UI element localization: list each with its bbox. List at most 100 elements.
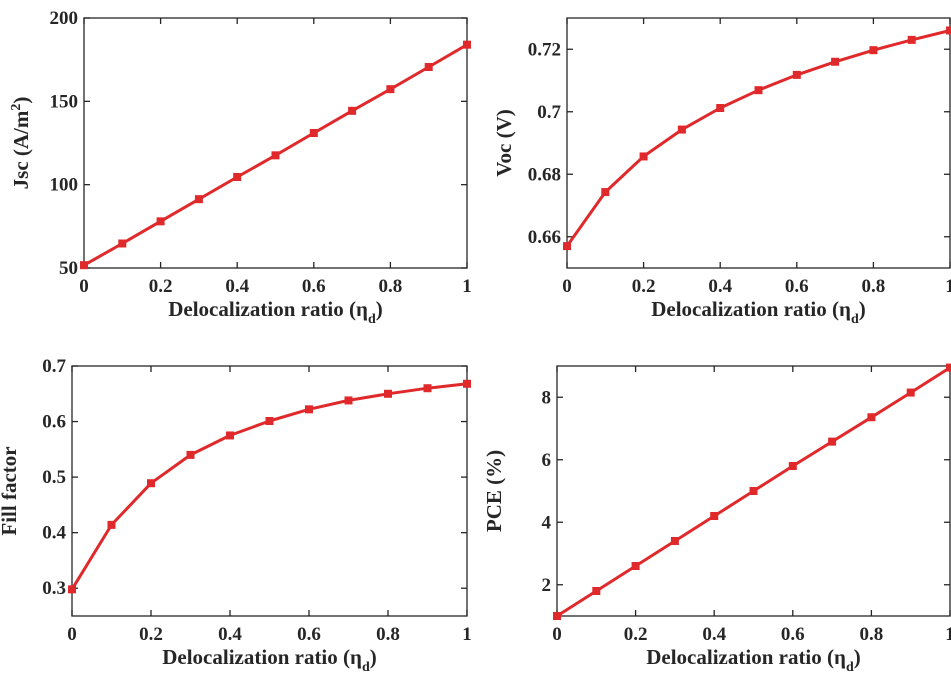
y-axis-label: Fill factor [0,446,21,535]
y-axis-label-text: PCE (%) [482,450,506,532]
data-point [553,612,561,620]
data-point [749,487,758,495]
data-point [946,26,951,35]
x-tick-label: 1 [945,624,951,645]
data-point [147,479,155,488]
y-tick-label: 200 [50,8,79,29]
data-point [194,195,203,204]
plot-frame [556,365,951,617]
data-point [946,363,951,372]
x-axis-label-suffix: ) [854,645,861,669]
data-point [563,242,571,251]
x-axis-label-text: Delocalization ratio (η [168,297,368,321]
x-tick-label: 0.8 [379,276,403,297]
x-tick-label: 0 [552,624,562,645]
data-point [80,261,88,270]
y-tick-label: 0.72 [528,39,561,60]
y-tick-label: 0.68 [528,164,561,185]
x-tick-label: 0.6 [785,276,809,297]
data-point [639,152,648,161]
data-point [424,63,433,71]
x-tick-label: 0.6 [302,276,326,297]
data-point [226,431,234,440]
chart-panel-2: 0 0.2 0.4 0.6 0.8 1 0.66 0.68 0.7 0.72 Delocalizat… [492,17,951,327]
data-point [907,35,916,44]
x-axis-label: Delocalization ratio (ηd) [162,645,377,675]
y-tick-label: 50 [59,258,78,279]
y-tick-label: 0.6 [42,412,66,433]
plot-frame [71,365,468,617]
y-axis-label: Jsc (A/m2) [9,97,33,190]
x-tick-label: 0.8 [860,624,884,645]
data-point [305,405,313,414]
x-axis-label-text: Delocalization ratio (η [646,645,846,669]
data-point [233,173,242,181]
y-axis-label: Voc (V) [492,109,516,176]
y-tick-label: 0.66 [528,227,561,248]
x-tick-label: 0.2 [139,624,163,645]
data-point [869,46,878,55]
data-point [265,417,274,425]
y-tick-label: 0.7 [42,356,66,377]
data-point [309,129,318,137]
y-tick-label: 0.4 [42,523,66,544]
x-tick-label: 0 [562,276,572,297]
x-axis-label-subscript: d [362,660,370,675]
x-tick-label: 0.2 [149,276,173,297]
y-axis-label-suffix: ) [9,97,33,104]
data-point [792,70,801,79]
y-tick-label: 8 [542,387,552,408]
x-tick-label: 0 [79,276,89,297]
y-tick-label: 4 [542,512,552,533]
series-line [565,29,951,247]
chart-panel-4: 0 0.2 0.4 0.6 0.8 1 2 4 6 8 Delocalization ratio (… [482,363,951,675]
x-tick-label: 0 [67,624,77,645]
data-point [186,450,195,459]
x-axis-label-subscript: d [846,660,854,675]
y-axis-label-text: Jsc (A/m [9,110,33,189]
data-point [867,413,876,422]
data-point [463,40,471,49]
x-axis-label-suffix: ) [859,297,866,321]
x-axis-label: Delocalization ratio (ηd) [646,645,861,675]
data-point [788,462,797,470]
chart-panel-3: 0 0.2 0.4 0.6 0.8 1 0.3 0.4 0.5 0.6 0.7 Delocalizat… [0,356,472,675]
data-point [828,437,837,446]
data-point [906,388,915,397]
plot-frame [83,17,468,269]
series-line [70,382,468,591]
x-tick-label: 1 [462,624,472,645]
x-axis-label-suffix: ) [376,297,383,321]
y-tick-label: 150 [50,91,79,112]
data-point [156,217,165,226]
y-axis-label-text: Fill factor [0,446,21,535]
data-point [107,520,116,529]
x-tick-label: 0.8 [376,624,400,645]
data-point [463,379,471,388]
x-tick-label: 1 [462,276,472,297]
data-point [386,85,395,94]
x-tick-label: 0.4 [218,624,242,645]
x-tick-label: 0.6 [297,624,321,645]
data-point [601,188,610,197]
data-point [384,389,392,398]
x-axis-label-text: Delocalization ratio (η [651,297,851,321]
x-axis-label: Delocalization ratio (ηd) [651,297,866,327]
plot-frame [566,17,951,269]
data-point [754,86,763,95]
x-tick-label: 0.6 [781,624,805,645]
x-tick-label: 1 [945,276,951,297]
x-tick-label: 0.4 [225,276,249,297]
y-axis-label-superscript: 2 [9,104,24,111]
data-point [271,151,280,160]
x-axis-label-subscript: d [851,312,859,327]
data-point [118,239,127,248]
data-point [68,585,76,594]
y-tick-label: 0.5 [42,467,66,488]
x-tick-label: 0.4 [702,624,726,645]
x-axis-label-text: Delocalization ratio (η [162,645,362,669]
x-axis-label-subscript: d [368,312,376,327]
data-point [344,396,353,405]
y-tick-label: 2 [542,575,552,596]
data-point [423,384,432,393]
